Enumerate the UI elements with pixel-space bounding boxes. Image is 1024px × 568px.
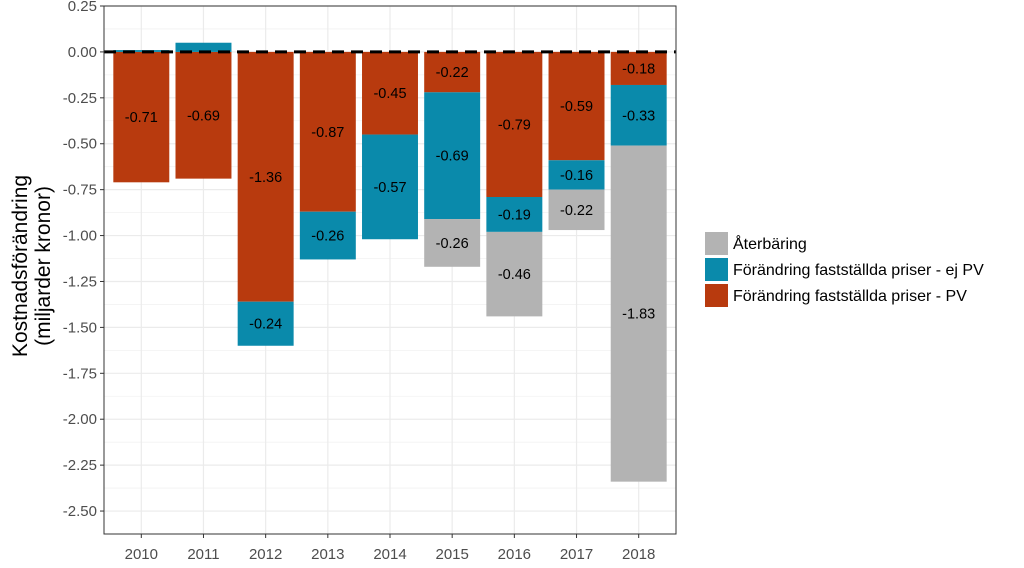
data-label-2013-series-2: -0.26 (311, 229, 344, 245)
y-axis-title-line2: (miljarder kronor) (32, 186, 55, 346)
x-tick-label: 2010 (125, 546, 158, 563)
data-label-2016-series-2: -0.19 (498, 207, 531, 223)
legend-key-2 (705, 258, 728, 281)
y-tick-label: -1.00 (63, 228, 97, 245)
y-tick-label: -1.50 (63, 319, 97, 336)
y-tick-label: -2.50 (63, 503, 97, 520)
data-label-2014-series-1: -0.45 (373, 86, 406, 102)
data-label-2016-series-1: -0.79 (498, 117, 531, 133)
data-label-2018-series-3: -1.83 (622, 307, 655, 323)
y-axis-title: Kostnadsförändring (9, 175, 32, 357)
data-label-2016-series-3: -0.46 (498, 267, 531, 283)
y-axis-title-line1: Kostnadsförändring (9, 175, 32, 357)
bar-segment-2017-series-1 (548, 51, 605, 161)
x-tick-label: 2016 (498, 546, 531, 563)
bar-segment-2016-series-2 (486, 196, 543, 232)
data-label-2010-series-1: -0.71 (125, 110, 158, 126)
bar-labels: -0.71 -0.69 -1.36 -0.24 -0.87 -0.26 -0.45 -0.57… (125, 61, 655, 332)
data-label-2015-series-1: -0.22 (436, 65, 469, 81)
data-label-2011-series-1: -0.69 (187, 108, 220, 124)
bar-segment-2015-series-3 (424, 219, 481, 267)
x-tick-label: 2018 (622, 546, 655, 563)
y-axis: 0.25 0.00 -0.25 -0.50 -0.75 -1.00 -1.25 -1.50 -1… (63, 0, 104, 520)
bar-segment-2014-series-2 (362, 134, 418, 240)
x-axis: 2010 2011 2012 2013 2014 2015 2016 2017 2018 (125, 534, 655, 563)
bar-segment-2013-series-2 (299, 211, 356, 260)
bar-segment-2016-series-3 (486, 231, 543, 317)
x-tick-label: 2011 (187, 546, 219, 563)
data-label-2018-series-2: -0.33 (622, 108, 655, 124)
y-tick-label: -2.25 (63, 457, 97, 474)
data-label-2017-series-3: -0.22 (560, 203, 593, 219)
legend-label-3: Förändring fastställda priser - PV (733, 288, 967, 305)
legend-label-1: Återbäring (733, 234, 807, 253)
legend-label-2: Förändring fastställda priser - ej PV (733, 262, 984, 279)
y-tick-label: -0.75 (63, 182, 97, 199)
bar-segment-2014-series-1 (362, 51, 418, 135)
bar-segment-2016-series-1 (486, 51, 543, 197)
bar-segment-2018-series-3 (610, 145, 667, 482)
bar-segment-2012-series-1 (237, 51, 294, 302)
data-label-2017-series-1: -0.59 (560, 99, 593, 115)
y-tick-label: -0.25 (63, 90, 97, 107)
x-tick-label: 2014 (373, 546, 406, 563)
bar-segment-2010-series-2 (113, 50, 170, 52)
bar-segment-2018-series-2 (610, 84, 667, 146)
y-tick-label: -1.25 (63, 273, 97, 290)
y-tick-label: -1.75 (63, 365, 97, 382)
x-tick-label: 2012 (249, 546, 282, 563)
data-label-2014-series-2: -0.57 (373, 180, 406, 196)
data-label-2013-series-1: -0.87 (311, 125, 344, 141)
y-tick-label: -0.50 (63, 136, 97, 153)
y-axis-title-secondary: (miljarder kronor) (32, 186, 55, 346)
y-tick-label: 0.25 (68, 0, 97, 15)
legend-key-1 (705, 232, 728, 255)
x-tick-label: 2013 (311, 546, 344, 563)
bars (113, 42, 667, 482)
bar-segment-2011-series-1 (175, 51, 232, 179)
x-tick-label: 2015 (435, 546, 468, 563)
bar-segment-2017-series-2 (548, 160, 605, 190)
bar-segment-2018-series-1 (610, 51, 667, 85)
data-label-2017-series-2: -0.16 (560, 168, 593, 184)
legend-key-3 (705, 284, 728, 307)
data-label-2018-series-1: -0.18 (622, 61, 655, 77)
y-tick-label: -2.00 (63, 411, 97, 428)
data-label-2015-series-3: -0.26 (436, 236, 469, 252)
x-tick-label: 2017 (560, 546, 593, 563)
bar-segment-2017-series-3 (548, 189, 605, 231)
bar-segment-2010-series-1 (113, 51, 170, 183)
y-tick-label: 0.00 (68, 44, 97, 61)
bar-segment-2012-series-2 (237, 301, 294, 346)
bar-segment-2013-series-1 (299, 51, 356, 212)
bar-segment-2015-series-2 (424, 92, 481, 220)
bar-segment-2015-series-1 (424, 51, 481, 93)
data-label-2015-series-2: -0.69 (436, 149, 469, 165)
bar-segment-2011-series-2 (175, 42, 232, 52)
legend: Återbäring Förändring fastställda priser … (705, 232, 984, 307)
data-label-2012-series-2: -0.24 (249, 317, 282, 333)
data-label-2012-series-1: -1.36 (249, 170, 282, 186)
